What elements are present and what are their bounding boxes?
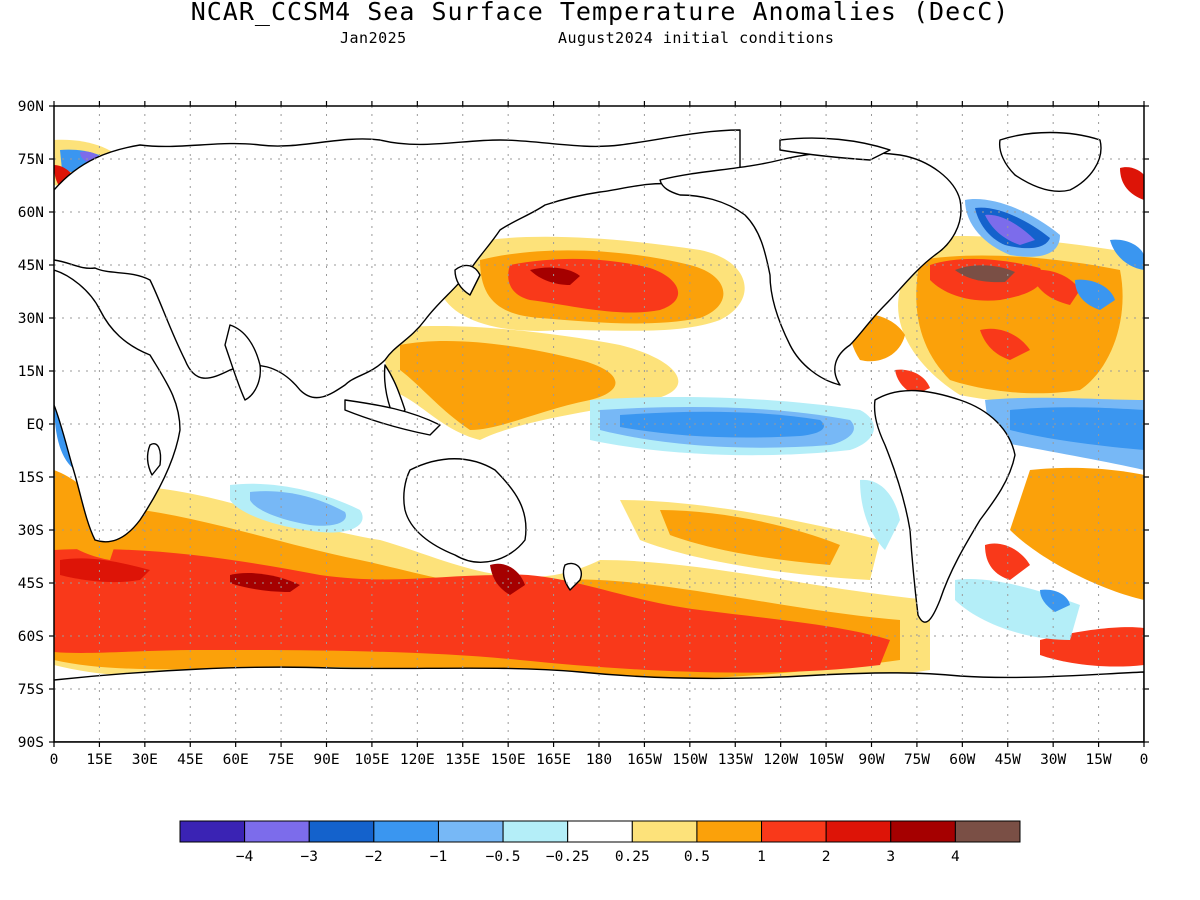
lat-label: 30S [18, 523, 44, 539]
colorbar-label: 4 [951, 849, 960, 865]
map-title: NCAR_CCSM4 Sea Surface Temperature Anoma… [190, 0, 1010, 26]
lon-label: 45W [995, 752, 1021, 768]
lon-label: 150E [491, 752, 526, 768]
lon-label: 30E [132, 752, 158, 768]
lat-label: 90N [18, 99, 44, 115]
colorbar-label: 0.25 [615, 849, 650, 865]
colorbar-label: −2 [365, 849, 382, 865]
lon-label: 75E [268, 752, 294, 768]
anomaly-shading [54, 139, 1144, 691]
colorbar-swatch [502, 820, 569, 843]
colorbar-label: −1 [430, 849, 447, 865]
lon-label: 45E [177, 752, 203, 768]
lat-label: 15N [18, 364, 44, 380]
lat-label: 60S [18, 629, 44, 645]
lat-lon-grid [54, 106, 1144, 742]
colorbar-label: −3 [300, 849, 317, 865]
lon-label: 165E [536, 752, 571, 768]
colorbar-label: 1 [757, 849, 766, 865]
colorbar-swatch [696, 820, 763, 843]
lon-label: 0 [1140, 752, 1149, 768]
colorbar-swatch [567, 820, 633, 843]
latitude-labels: 90N 75N 60N 45N 30N 15N EQ 15S 30S 45S 60S 75S 90S [18, 99, 44, 751]
colorbar-swatch [825, 820, 892, 843]
lon-label: 90W [858, 752, 884, 768]
colorbar-swatch [244, 820, 310, 843]
colorbar-swatch [890, 820, 956, 843]
lon-label: 105E [354, 752, 389, 768]
lon-label: 180 [586, 752, 612, 768]
colorbar-swatch [373, 820, 439, 843]
lon-label: 120E [400, 752, 435, 768]
colorbar-swatch [308, 820, 375, 843]
lon-label: 120W [763, 752, 798, 768]
lon-label: 135W [718, 752, 753, 768]
lat-label: 45S [18, 576, 44, 592]
lon-label: 15W [1085, 752, 1111, 768]
lon-label: 105W [809, 752, 844, 768]
colorbar-swatch [631, 820, 698, 843]
axis-ticks [49, 101, 1149, 747]
colorbar-label: −0.5 [486, 849, 521, 865]
longitude-labels: 0 15E 30E 45E 60E 75E 90E 105E 120E 135E 150E 165E 1… [50, 752, 1149, 768]
lon-label: 135E [445, 752, 480, 768]
lat-label: 60N [18, 205, 44, 221]
colorbar-swatch [179, 820, 246, 843]
lon-label: 60W [949, 752, 975, 768]
lon-label: 60E [223, 752, 249, 768]
lon-label: 150W [672, 752, 707, 768]
lon-label: 75W [904, 752, 930, 768]
lat-label: EQ [27, 417, 44, 433]
colorbar-label: 3 [886, 849, 895, 865]
colorbar-swatch [437, 820, 504, 843]
colorbar-swatch [761, 820, 827, 843]
colorbar-label: 0.5 [684, 849, 710, 865]
colorbar-label: −0.25 [546, 849, 590, 865]
lon-label: 165W [627, 752, 662, 768]
continents [54, 129, 1144, 742]
colorbar-swatch [954, 820, 1021, 843]
initial-conditions: August2024 initial conditions [558, 29, 835, 47]
lon-label: 15E [86, 752, 112, 768]
forecast-month: Jan2025 [340, 29, 407, 47]
colorbar [179, 820, 1021, 843]
lat-label: 30N [18, 311, 44, 327]
lon-label: 0 [50, 752, 59, 768]
lat-label: 75N [18, 152, 44, 168]
lat-label: 75S [18, 682, 44, 698]
lon-label: 30W [1040, 752, 1066, 768]
lat-label: 90S [18, 735, 44, 751]
lat-label: 15S [18, 470, 44, 486]
colorbar-labels: −4 −3 −2 −1 −0.5 −0.25 0.25 0.5 1 2 3 4 [236, 849, 960, 865]
colorbar-label: 2 [822, 849, 831, 865]
lon-label: 90E [313, 752, 339, 768]
lat-label: 45N [18, 258, 44, 274]
colorbar-label: −4 [236, 849, 254, 865]
